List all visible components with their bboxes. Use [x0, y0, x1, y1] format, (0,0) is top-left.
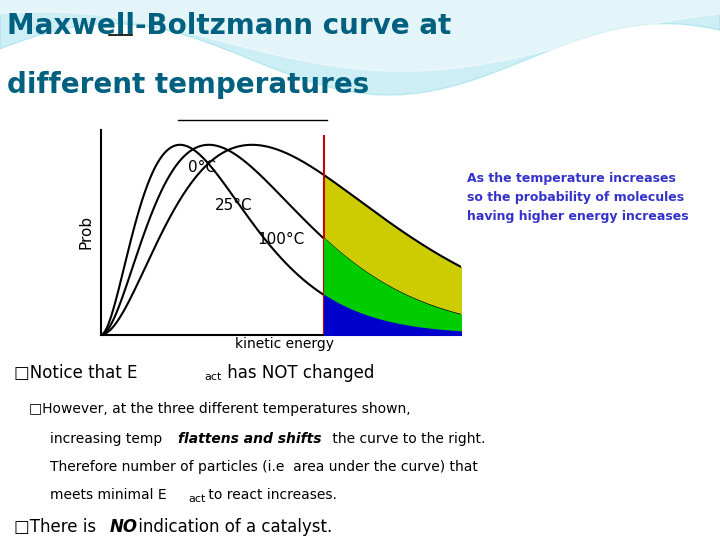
Text: □There is: □There is — [14, 518, 102, 536]
Text: 100°C: 100°C — [257, 232, 305, 247]
Text: meets minimal E: meets minimal E — [50, 488, 167, 502]
Text: kinetic energy: kinetic energy — [235, 338, 334, 352]
Text: 25°C: 25°C — [215, 198, 253, 213]
Text: NO: NO — [109, 518, 138, 536]
Text: flattens and shifts: flattens and shifts — [178, 432, 321, 446]
Text: has NOT changed: has NOT changed — [222, 364, 374, 382]
Text: act: act — [204, 372, 222, 382]
Text: to react increases.: to react increases. — [204, 488, 338, 502]
Text: □However, at the three different temperatures shown,: □However, at the three different tempera… — [29, 402, 410, 416]
Y-axis label: Prob: Prob — [79, 215, 94, 249]
Text: increasing temp: increasing temp — [50, 432, 167, 446]
Text: indication of a catalyst.: indication of a catalyst. — [133, 518, 333, 536]
Text: Therefore number of particles (i.e  area under the curve) that: Therefore number of particles (i.e area … — [50, 460, 478, 474]
Text: As the temperature increases
so the probability of molecules
having higher energ: As the temperature increases so the prob… — [467, 172, 688, 223]
Text: the curve to the right.: the curve to the right. — [328, 432, 485, 446]
Text: Maxwell-Boltzmann curve at: Maxwell-Boltzmann curve at — [7, 12, 451, 40]
Text: 0°C: 0°C — [188, 160, 215, 175]
Text: □Notice that E: □Notice that E — [14, 364, 138, 382]
Text: different temperatures: different temperatures — [7, 71, 369, 99]
Text: act: act — [189, 494, 206, 504]
